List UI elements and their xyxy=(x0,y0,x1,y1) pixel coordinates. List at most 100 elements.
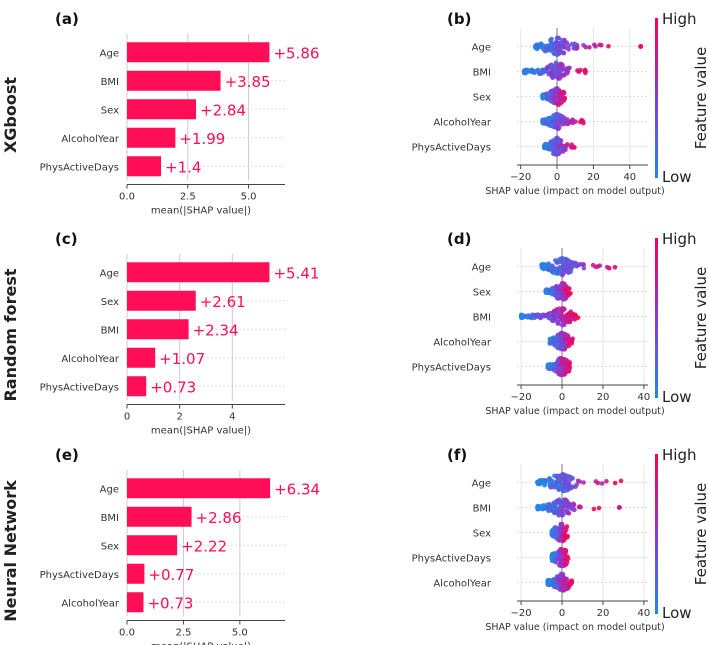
shap-point xyxy=(612,264,618,270)
shap-point xyxy=(559,65,565,71)
colorbar xyxy=(655,18,658,178)
x-tick-label: 0 xyxy=(559,608,565,619)
x-tick-label: 2.5 xyxy=(180,192,196,203)
shap-point xyxy=(638,44,644,49)
value-label: +2.84 xyxy=(200,101,246,119)
colorbar xyxy=(655,238,658,398)
shap-point xyxy=(593,44,598,49)
bar xyxy=(127,506,192,527)
x-tick-label: −20 xyxy=(510,172,531,183)
colorbar-title: Feature value xyxy=(692,47,709,149)
shap-point xyxy=(561,90,567,96)
colorbar-title: Feature value xyxy=(692,483,709,585)
bar xyxy=(127,156,162,177)
shap-point xyxy=(553,39,559,45)
category-label: Age xyxy=(100,484,119,495)
shap-point xyxy=(577,261,583,267)
x-tick-label: 0 xyxy=(559,392,565,403)
value-label: +2.34 xyxy=(193,321,239,339)
shap-point xyxy=(545,92,551,98)
shap-point xyxy=(562,587,567,592)
category-label: AlcoholYear xyxy=(61,354,120,365)
value-label: +0.73 xyxy=(147,594,193,612)
panel-label: (b) xyxy=(447,10,471,28)
shap-point xyxy=(558,284,563,289)
feature-label: Age xyxy=(472,43,491,54)
shap-point xyxy=(596,505,602,511)
feature-label: BMI xyxy=(473,313,491,324)
shap-point xyxy=(554,584,560,589)
shap-point xyxy=(606,43,611,49)
panel-label: (c) xyxy=(55,230,78,248)
shap-point xyxy=(551,69,557,75)
category-label: Sex xyxy=(101,541,119,552)
shap-point xyxy=(550,75,555,80)
shap-point xyxy=(564,524,570,529)
category-label: AlcoholYear xyxy=(61,134,120,145)
shap-point xyxy=(583,68,588,74)
panel-label: (f) xyxy=(447,446,467,464)
shap-point xyxy=(578,67,583,73)
beeswarm-panel: (f) Age BMI Sex PhysActiveDays AlcoholYear −20… xyxy=(412,446,709,633)
shap-point xyxy=(562,533,567,538)
shap-point xyxy=(562,551,567,557)
shap-point xyxy=(535,43,541,48)
x-tick-label: 20 xyxy=(597,392,610,403)
x-axis-label: mean(|SHAP value|) xyxy=(151,426,251,437)
shap-point xyxy=(534,312,539,318)
shap-point xyxy=(549,288,555,294)
shap-point xyxy=(557,61,563,67)
value-label: +2.22 xyxy=(181,537,227,555)
shap-point xyxy=(597,42,603,48)
shap-point xyxy=(551,49,557,55)
shap-point xyxy=(546,261,551,266)
model-label-group: Random forest xyxy=(1,268,20,401)
shap-point xyxy=(595,480,601,486)
feature-label: Age xyxy=(472,479,491,490)
shap-point xyxy=(560,149,566,154)
bar-chart-panel: (a) Age +5.86 BMI +3.85 Sex +2.84 AlcoholYear +1… xyxy=(40,10,320,217)
shap-point xyxy=(544,287,549,292)
shap-point xyxy=(550,558,555,564)
shap-point xyxy=(559,523,564,528)
x-tick-label: 20 xyxy=(597,608,610,619)
feature-label: Sex xyxy=(473,529,491,540)
shap-point xyxy=(564,366,570,372)
shap-point xyxy=(556,139,561,144)
shap-point xyxy=(566,511,572,516)
shap-point xyxy=(595,264,601,269)
feature-label: BMI xyxy=(473,68,491,79)
shap-point xyxy=(548,37,553,43)
shap-point xyxy=(560,581,566,587)
x-tick-label: 20 xyxy=(587,172,600,183)
shap-point xyxy=(562,269,567,275)
beeswarm-panel: (d) Age Sex BMI AlcoholYear PhysActiveDays −20… xyxy=(412,230,709,417)
feature-label: PhysActiveDays xyxy=(412,363,491,374)
shap-point xyxy=(565,554,570,560)
x-axis-label: SHAP value (impact on model output) xyxy=(485,406,664,417)
shap-point xyxy=(571,45,577,51)
category-label: Age xyxy=(100,48,119,59)
colorbar-high-label: High xyxy=(662,446,696,464)
shap-point xyxy=(555,368,561,374)
x-tick-label: 0.0 xyxy=(119,192,135,203)
shap-point xyxy=(555,498,561,504)
shap-point xyxy=(559,371,564,376)
shap-point xyxy=(549,263,555,268)
shap-point xyxy=(566,264,571,270)
shap-point xyxy=(555,46,561,52)
bar xyxy=(127,127,176,148)
shap-point xyxy=(548,45,554,51)
shap-point xyxy=(540,95,545,100)
shap-point xyxy=(547,146,553,151)
beeswarm-panel: (b) Age BMI Sex AlcoholYear PhysActiveDays −20… xyxy=(412,10,709,197)
shap-point xyxy=(559,357,564,363)
feature-label: Sex xyxy=(473,288,491,299)
shap-point xyxy=(553,291,558,296)
shap-point xyxy=(551,308,557,314)
shap-point xyxy=(521,68,527,73)
shap-point xyxy=(566,47,571,52)
x-tick-label: −20 xyxy=(511,608,532,619)
shap-point xyxy=(544,46,550,51)
shap-point xyxy=(612,480,618,486)
